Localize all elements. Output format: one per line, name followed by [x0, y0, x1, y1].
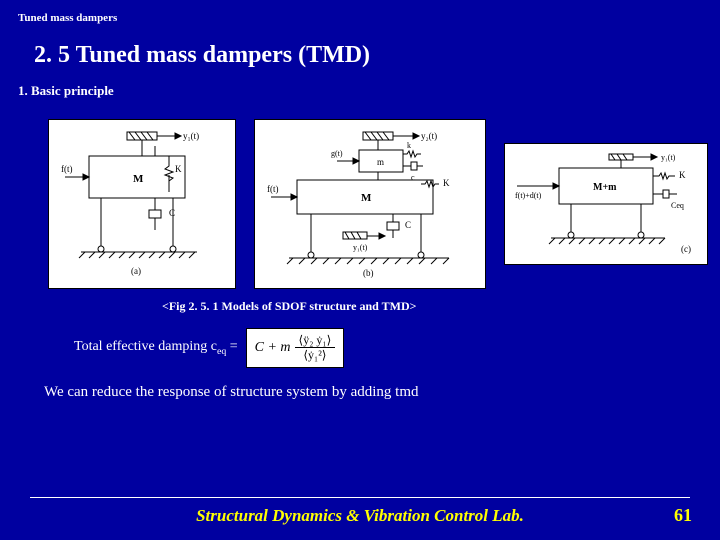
svg-text:y₁(t): y₁(t) — [183, 131, 199, 141]
diagram-b-svg: y₂(t) m g(t) k c M — [263, 128, 477, 280]
svg-text:g(t): g(t) — [331, 149, 343, 158]
formula-line: Total effective damping ceq = C + m ⟨ÿ₂ … — [0, 314, 720, 368]
svg-text:(c): (c) — [681, 244, 691, 254]
section-title: 2. 5 Tuned mass dampers (TMD) — [0, 24, 720, 69]
svg-text:f(t): f(t) — [267, 184, 279, 194]
svg-text:y₁(t): y₁(t) — [661, 153, 676, 162]
svg-text:k: k — [407, 141, 411, 150]
svg-text:M+m: M+m — [593, 182, 617, 193]
formula-eq: = — [226, 339, 237, 354]
formula-fraction: ⟨ÿ₂ ẏ₁⟩ ⟨ẏ₁²⟩ — [295, 333, 336, 363]
formula-num: ⟨ÿ₂ ẏ₁⟩ — [295, 333, 336, 348]
diagram-c: y₁(t) M+m f(t)+d(t) K Ceq — [504, 143, 708, 265]
diagram-c-svg: y₁(t) M+m f(t)+d(t) K Ceq — [513, 152, 699, 256]
svg-text:c: c — [411, 173, 415, 182]
svg-text:y₁(t): y₁(t) — [353, 243, 368, 252]
footer-lab: Structural Dynamics & Vibration Control … — [0, 506, 720, 526]
svg-text:C: C — [169, 208, 175, 218]
svg-text:f(t): f(t) — [61, 164, 73, 174]
formula-box: C + m ⟨ÿ₂ ẏ₁⟩ ⟨ẏ₁²⟩ — [246, 328, 345, 368]
formula-den: ⟨ẏ₁²⟩ — [299, 348, 330, 362]
formula-label: Total effective damping c — [74, 339, 217, 354]
page-number: 61 — [674, 505, 692, 526]
svg-text:M: M — [361, 192, 372, 204]
diagram-a: y₁(t) M f(t) K C — [48, 119, 236, 289]
svg-text:Ceq: Ceq — [671, 201, 684, 210]
svg-text:(a): (a) — [131, 266, 141, 276]
figure-caption: <Fig 2. 5. 1 Models of SDOF structure an… — [0, 289, 720, 314]
diagrams-row: y₁(t) M f(t) K C — [0, 99, 720, 289]
svg-text:f(t)+d(t): f(t)+d(t) — [515, 191, 542, 200]
subtitle: 1. Basic principle — [0, 69, 720, 99]
svg-text:y₂(t): y₂(t) — [421, 131, 437, 141]
svg-text:C: C — [405, 220, 411, 230]
svg-text:K: K — [679, 170, 686, 180]
formula-prefix: C + m — [255, 340, 295, 356]
svg-text:M: M — [133, 173, 144, 185]
formula-sub: eq — [217, 346, 226, 357]
svg-text:K: K — [443, 178, 450, 188]
conclusion-text: We can reduce the response of structure … — [0, 368, 720, 401]
svg-text:K: K — [175, 164, 182, 174]
svg-text:(b): (b) — [363, 268, 374, 278]
diagram-a-svg: y₁(t) M f(t) K C — [57, 128, 227, 280]
footer-divider — [30, 497, 690, 498]
diagram-b: y₂(t) m g(t) k c M — [254, 119, 486, 289]
slide-header: Tuned mass dampers — [0, 0, 720, 24]
svg-text:m: m — [377, 157, 384, 167]
